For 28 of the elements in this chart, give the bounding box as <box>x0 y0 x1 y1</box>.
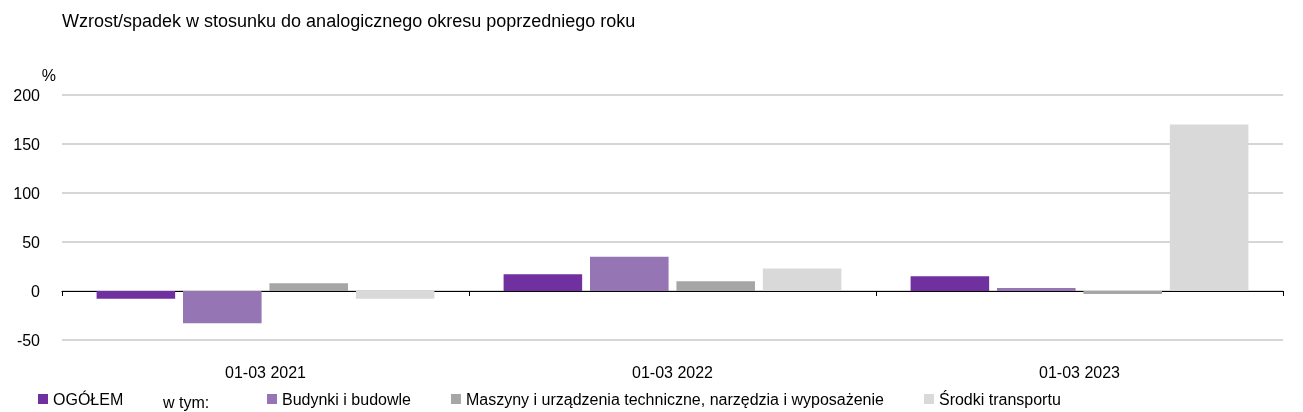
legend-label: Budynki i budowle <box>282 390 412 408</box>
bar <box>183 291 262 324</box>
y-tick-label: 200 <box>13 86 41 104</box>
text: w tym: <box>162 393 210 411</box>
legend-label: OGÓŁEM <box>53 389 124 408</box>
bar <box>503 274 583 291</box>
x-tick-label: 01-03 2022 <box>632 363 714 381</box>
y-tick-label: 0 <box>31 282 41 300</box>
bar <box>997 288 1076 291</box>
bar <box>269 283 348 291</box>
bar <box>96 291 176 299</box>
x-tick-label: 01-03 2021 <box>225 363 307 381</box>
y-tick-label: 100 <box>13 184 41 202</box>
x-tick-label: 01-03 2023 <box>1039 363 1121 381</box>
legend-label: Środki transportu <box>938 389 1061 408</box>
bar <box>355 291 435 299</box>
bar <box>676 281 755 291</box>
bar <box>590 256 669 291</box>
bar <box>1169 124 1249 291</box>
y-tick-label: 50 <box>22 233 41 251</box>
bar <box>910 276 990 291</box>
bar <box>1083 291 1162 294</box>
y-tick-label: -50 <box>16 331 41 349</box>
legend-label: Maszyny i urządzenia techniczne, narzędzia i wyposażenie <box>465 390 885 408</box>
chart-title: Wzrost/spadek w stosunku do analogicznego okresu poprzedniego roku <box>62 11 636 31</box>
y-tick-label: 150 <box>13 135 41 153</box>
y-axis-title: % <box>41 66 56 84</box>
bar <box>762 268 842 291</box>
